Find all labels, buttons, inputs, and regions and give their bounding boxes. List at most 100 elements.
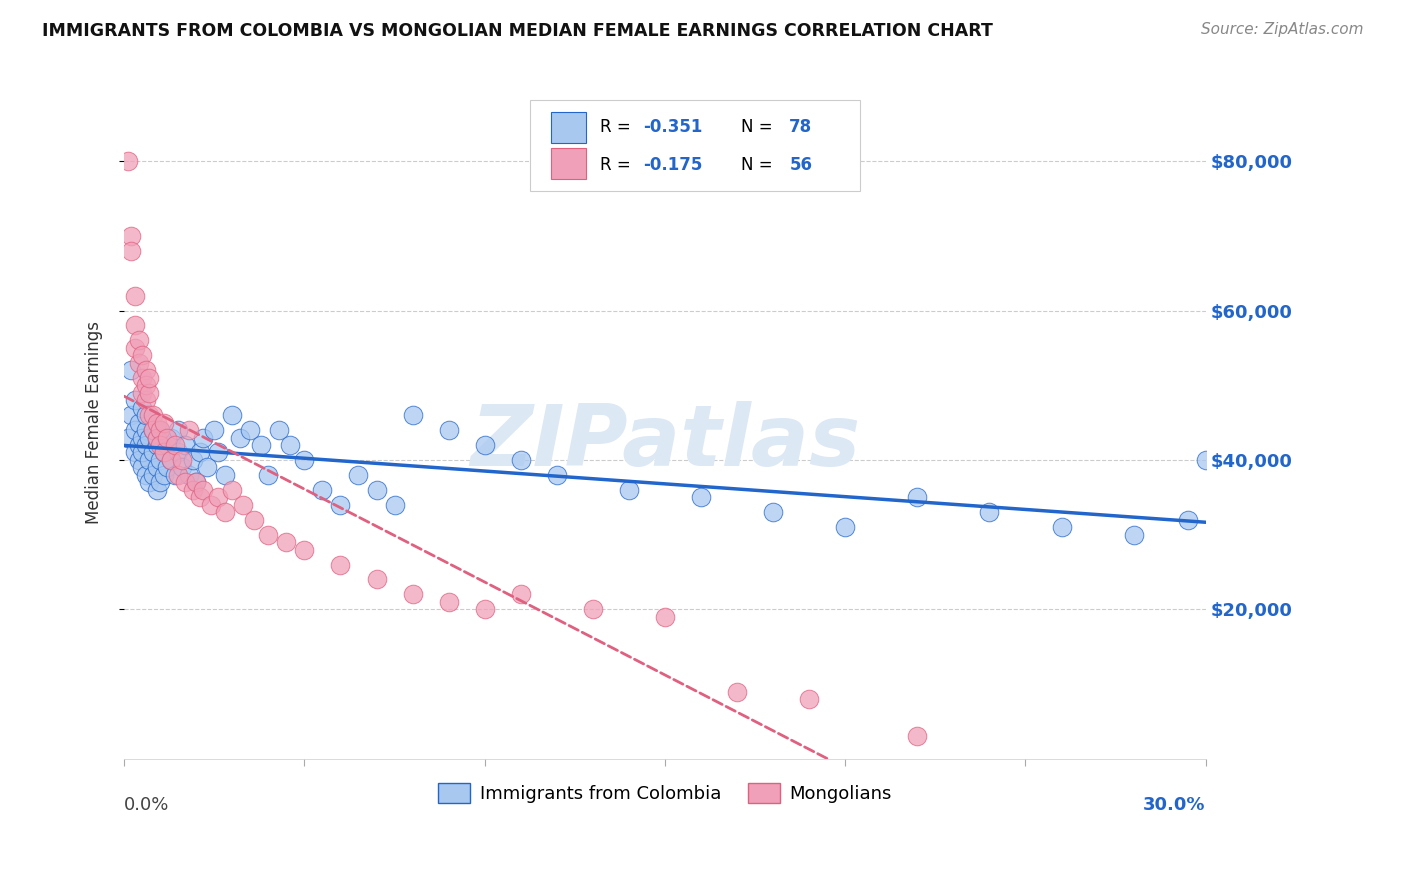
Point	[128, 453, 150, 467]
Point	[142, 467, 165, 482]
Point	[221, 408, 243, 422]
Point	[1122, 527, 1144, 541]
Point	[124, 445, 146, 459]
Point	[149, 423, 172, 437]
Text: IMMIGRANTS FROM COLOMBIA VS MONGOLIAN MEDIAN FEMALE EARNINGS CORRELATION CHART: IMMIGRANTS FROM COLOMBIA VS MONGOLIAN ME…	[42, 22, 993, 40]
Point	[193, 483, 215, 497]
Point	[474, 438, 496, 452]
Point	[167, 467, 190, 482]
Legend: Immigrants from Colombia, Mongolians: Immigrants from Colombia, Mongolians	[430, 776, 898, 810]
Point	[131, 370, 153, 384]
Text: 30.0%: 30.0%	[1143, 796, 1206, 814]
Point	[131, 401, 153, 415]
Point	[163, 467, 186, 482]
Point	[124, 318, 146, 333]
Point	[149, 438, 172, 452]
Point	[239, 423, 262, 437]
Point	[243, 513, 266, 527]
Point	[135, 423, 157, 437]
Point	[474, 602, 496, 616]
Point	[145, 430, 167, 444]
Point	[329, 498, 352, 512]
Point	[152, 445, 174, 459]
Point	[135, 393, 157, 408]
Point	[329, 558, 352, 572]
Point	[138, 430, 160, 444]
Point	[1195, 453, 1218, 467]
Point	[128, 416, 150, 430]
Point	[177, 467, 200, 482]
Text: Source: ZipAtlas.com: Source: ZipAtlas.com	[1201, 22, 1364, 37]
Point	[193, 430, 215, 444]
Point	[186, 475, 208, 490]
Point	[797, 692, 820, 706]
Point	[174, 475, 197, 490]
Point	[152, 416, 174, 430]
Point	[384, 498, 406, 512]
Point	[156, 438, 179, 452]
Point	[188, 490, 211, 504]
Point	[145, 460, 167, 475]
Point	[292, 453, 315, 467]
Point	[138, 475, 160, 490]
Point	[202, 423, 225, 437]
Point	[257, 527, 280, 541]
Point	[546, 467, 568, 482]
Point	[181, 453, 204, 467]
Text: N =: N =	[741, 155, 772, 174]
Point	[276, 535, 298, 549]
Point	[207, 490, 229, 504]
Text: 78: 78	[789, 119, 813, 136]
Point	[149, 423, 172, 437]
Point	[138, 453, 160, 467]
Point	[725, 684, 748, 698]
FancyBboxPatch shape	[551, 112, 586, 143]
Point	[142, 445, 165, 459]
Point	[221, 483, 243, 497]
Point	[401, 587, 423, 601]
Point	[156, 430, 179, 444]
Point	[207, 445, 229, 459]
FancyBboxPatch shape	[551, 148, 586, 179]
Point	[195, 460, 218, 475]
Point	[188, 445, 211, 459]
Point	[131, 460, 153, 475]
Point	[152, 445, 174, 459]
Point	[145, 416, 167, 430]
FancyBboxPatch shape	[530, 100, 859, 191]
Point	[131, 348, 153, 362]
Point	[177, 423, 200, 437]
Point	[120, 228, 142, 243]
Y-axis label: Median Female Earnings: Median Female Earnings	[86, 321, 103, 524]
Point	[170, 453, 193, 467]
Point	[250, 438, 273, 452]
Text: R =: R =	[600, 155, 631, 174]
Point	[690, 490, 713, 504]
Point	[135, 378, 157, 392]
Point	[138, 385, 160, 400]
Point	[979, 505, 1001, 519]
Point	[131, 430, 153, 444]
Point	[366, 483, 388, 497]
Point	[142, 423, 165, 437]
Text: N =: N =	[741, 119, 772, 136]
Point	[138, 408, 160, 422]
Point	[128, 438, 150, 452]
Point	[142, 408, 165, 422]
Point	[117, 430, 139, 444]
Point	[437, 595, 460, 609]
Point	[228, 430, 250, 444]
Point	[131, 445, 153, 459]
Point	[269, 423, 291, 437]
Point	[135, 467, 157, 482]
Point	[145, 438, 167, 452]
Point	[401, 408, 423, 422]
Point	[278, 438, 301, 452]
Point	[174, 438, 197, 452]
Point	[509, 587, 531, 601]
Point	[181, 483, 204, 497]
Point	[120, 244, 142, 258]
Point	[156, 460, 179, 475]
Point	[905, 490, 928, 504]
Point	[124, 288, 146, 302]
